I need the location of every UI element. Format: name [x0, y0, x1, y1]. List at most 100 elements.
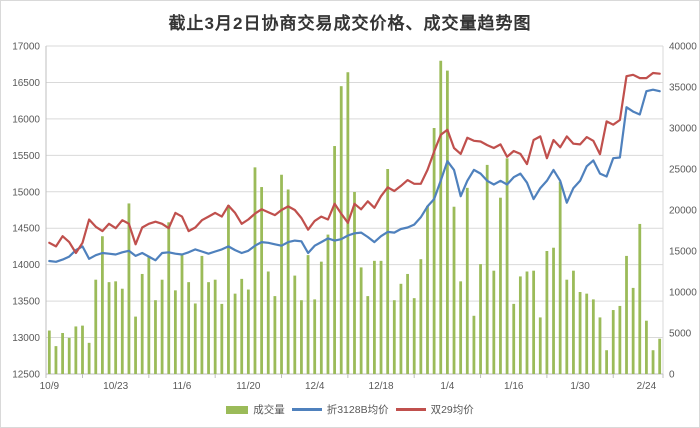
volume-bar: [160, 279, 164, 374]
left-axis-tick-label: 12500: [12, 370, 40, 381]
volume-bar: [120, 288, 124, 374]
volume-bar: [518, 276, 522, 374]
legend-item-3128b: 折3128B均价: [291, 402, 389, 417]
volume-bar: [359, 267, 363, 374]
line-3128b-swatch: [291, 408, 322, 411]
volume-bar: [313, 299, 317, 374]
volume-bar: [386, 169, 390, 374]
volume-bar: [333, 146, 336, 374]
volume-bar: [339, 86, 343, 375]
price-line-shuang29: [48, 71, 661, 255]
volume-bar: [147, 255, 151, 374]
volume-bar: [505, 158, 509, 374]
right-axis-tick-label: 10000: [669, 288, 697, 299]
volume-bar: [266, 271, 270, 374]
volume-bar: [67, 337, 71, 374]
volume-bar: [611, 310, 615, 374]
right-axis-tick-label: 15000: [669, 247, 697, 258]
volume-bar: [445, 70, 449, 374]
volume-bar: [326, 234, 330, 374]
volume-bar: [61, 333, 64, 374]
volume-bar: [585, 293, 589, 374]
volume-bar: [479, 264, 482, 374]
left-axis-tick-label: 16500: [12, 78, 40, 89]
volume-bar: [552, 247, 555, 374]
left-axis-tick-label: 14500: [12, 224, 40, 235]
legend-shuang29-label: 双29均价: [430, 404, 474, 416]
x-axis-tick-label: 12/4: [305, 381, 325, 392]
volume-bar: [439, 60, 443, 374]
volume-bar: [81, 325, 84, 374]
volume-bar: [173, 290, 177, 374]
volume-bar: [154, 300, 157, 374]
volume-bar: [658, 338, 662, 374]
volume-bar: [631, 287, 635, 374]
left-axis-tick-label: 16000: [12, 114, 40, 125]
volume-bar: [286, 189, 290, 374]
x-axis-tick-label: 11/20: [236, 381, 261, 392]
x-axis-tick-label: 1/30: [570, 381, 590, 392]
volume-bar: [485, 164, 489, 374]
volume-bar: [180, 254, 184, 374]
volume-bar: [253, 167, 257, 374]
volume-bar: [273, 296, 277, 374]
volume-bar: [412, 298, 416, 374]
volume-bar: [100, 236, 104, 374]
volume-bar: [114, 281, 118, 374]
volume-bar: [200, 255, 204, 374]
volume-bar: [280, 174, 283, 374]
volume-bar: [306, 255, 310, 374]
legend-item-volume: 成交量: [226, 402, 285, 417]
volume-bar: [492, 270, 496, 374]
volume-bar: [532, 270, 536, 374]
volume-bar: [260, 187, 264, 374]
volume-bar: [167, 222, 171, 374]
volume-bar: [227, 205, 230, 374]
volume-bar: [525, 271, 529, 374]
volume-bar: [379, 260, 383, 374]
volume-bar: [207, 282, 210, 374]
volume-bar: [419, 259, 423, 374]
volume-bar: [459, 281, 463, 374]
volume-bar: [220, 303, 224, 374]
legend-item-shuang29: 双29均价: [395, 402, 474, 417]
volume-bar: [134, 316, 137, 374]
right-axis-tick-label: 5000: [669, 329, 692, 340]
volume-bar: [472, 315, 476, 374]
legend-3128b-label: 折3128B均价: [326, 404, 389, 416]
volume-bar: [426, 205, 429, 374]
left-axis-tick-label: 13000: [12, 333, 40, 344]
volume-bar: [187, 282, 191, 374]
volume-bar: [618, 305, 622, 374]
legend-volume-label: 成交量: [253, 404, 285, 416]
x-axis-tick-label: 11/6: [173, 381, 192, 392]
volume-bar: [300, 300, 303, 374]
volume-bar: [432, 128, 436, 374]
volume-bar: [565, 279, 569, 374]
volume-bar: [47, 330, 51, 374]
volume-bar: [399, 283, 403, 374]
volume-bar: [651, 350, 655, 374]
volume-bar: [625, 255, 628, 374]
volume-bar: [293, 275, 297, 374]
volume-bar: [499, 197, 502, 374]
x-axis-tick-label: 2/24: [637, 381, 657, 392]
volume-bar: [373, 260, 376, 374]
volume-bar: [127, 203, 131, 374]
right-axis-tick-label: 20000: [669, 206, 697, 217]
volume-bar: [140, 273, 144, 374]
x-axis-tick-label: 10/9: [40, 381, 60, 392]
left-axis-tick-label: 15000: [12, 187, 40, 198]
volume-bar: [319, 261, 323, 374]
right-axis-tick-label: 35000: [669, 83, 697, 94]
volume-bar: [598, 317, 602, 374]
volume-bar: [452, 206, 456, 374]
volume-bar: [465, 187, 469, 374]
volume-bar: [213, 279, 217, 374]
volume-bar: [578, 292, 582, 374]
x-axis-tick-label: 1/4: [440, 381, 454, 392]
price-line-3128b: [48, 88, 661, 263]
left-axis-tick-label: 15500: [12, 151, 40, 162]
